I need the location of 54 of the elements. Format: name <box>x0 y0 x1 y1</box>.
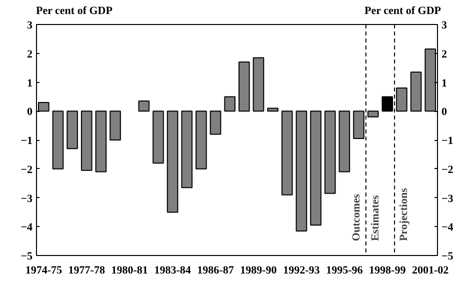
y2-tick-label: 3 <box>442 20 448 32</box>
x-tick-label: 1974-75 <box>25 264 62 276</box>
y2-axis-title: Per cent of GDP <box>364 4 441 19</box>
y2-tick-label: 0 <box>442 106 448 118</box>
y-tick-label: 2 <box>27 48 33 60</box>
y-tick-label: −1 <box>20 135 33 147</box>
annotation: Estimates <box>369 194 382 242</box>
bar <box>80 110 92 171</box>
y2-tick-label: −3 <box>442 192 454 205</box>
bar <box>338 110 350 172</box>
x-tick-label: 1977-78 <box>68 264 106 276</box>
y-tick-label: −5 <box>20 250 33 262</box>
x-tick-label: 1989-90 <box>240 264 278 276</box>
bar <box>66 110 78 150</box>
bar <box>410 72 422 112</box>
y-axis-title: Per cent of GDP <box>36 4 112 19</box>
x-tick-label: 1986-87 <box>197 264 234 276</box>
bar <box>138 100 150 112</box>
y-tick-label: −2 <box>20 164 33 176</box>
bar <box>181 110 193 188</box>
y2-tick-label: −2 <box>442 164 454 176</box>
bar <box>196 110 207 170</box>
y2-tick-label: −5 <box>442 250 454 262</box>
y-tick-label: −3 <box>20 192 33 205</box>
x-tick-label: 1992-93 <box>283 264 320 276</box>
bar <box>166 110 178 213</box>
bar <box>238 62 250 112</box>
annotation: Outcomes <box>350 193 362 242</box>
x-tick-label: 1980-81 <box>111 264 148 276</box>
y-tick-label: 0 <box>27 106 33 118</box>
annotation: Projections <box>398 187 410 242</box>
bar <box>324 110 336 194</box>
bar <box>95 110 107 172</box>
y-tick-label: 1 <box>27 77 32 90</box>
bar <box>267 108 278 112</box>
x-tick-label: 1995-96 <box>326 264 364 276</box>
y2-tick-label: 1 <box>442 77 447 90</box>
y2-tick-label: 2 <box>442 48 448 60</box>
y-tick-label: 3 <box>27 20 33 32</box>
y2-tick-label: −4 <box>442 222 454 234</box>
bar <box>296 110 308 232</box>
bar <box>224 96 236 112</box>
y2-tick-label: −1 <box>442 135 454 147</box>
bar <box>252 57 264 112</box>
bar <box>210 110 222 135</box>
bar <box>281 110 293 196</box>
bar <box>110 110 121 140</box>
y-tick-label: −4 <box>20 222 33 234</box>
bar <box>152 110 164 164</box>
bar <box>52 110 64 170</box>
x-tick-label: 2001-02 <box>412 264 450 276</box>
x-tick-label: 1998-99 <box>369 264 406 276</box>
bar <box>310 110 322 226</box>
x-tick-label: 1983-84 <box>154 264 192 276</box>
